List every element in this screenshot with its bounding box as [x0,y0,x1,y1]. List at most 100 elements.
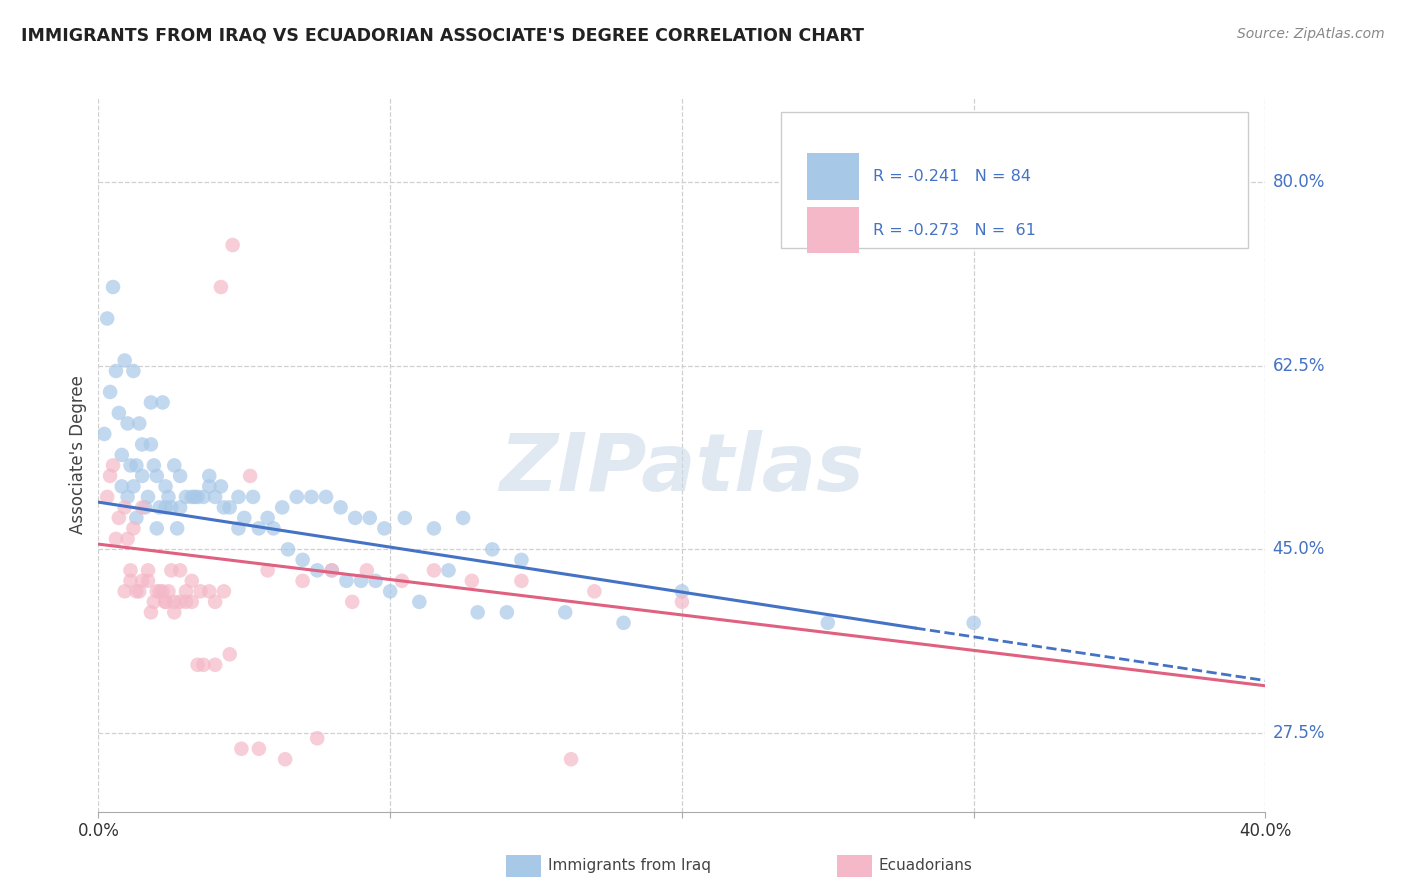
Point [146,469,169,483]
Point [329,500,352,515]
Point [233,511,256,525]
Point [291,553,314,567]
Point [163,458,186,473]
Point [120,563,142,577]
Point [98,469,121,483]
Point [163,605,186,619]
Point [391,574,413,588]
Point [190,584,212,599]
Point [120,458,142,473]
Point [228,521,250,535]
FancyBboxPatch shape [782,112,1249,248]
Point [495,605,517,619]
Point [157,490,180,504]
Point [139,395,162,409]
Text: 45.0%: 45.0% [1272,541,1324,558]
Point [962,615,984,630]
Point [104,364,127,378]
Point [122,479,145,493]
Point [125,458,148,473]
Point [198,584,221,599]
Point [96,490,118,504]
Point [146,584,169,599]
Point [114,584,136,599]
Point [169,469,191,483]
Point [96,311,118,326]
Point [356,563,378,577]
Point [242,490,264,504]
Point [299,490,322,504]
Text: R = -0.273   N =  61: R = -0.273 N = 61 [873,223,1036,237]
Point [131,437,153,451]
Point [125,584,148,599]
Point [169,595,191,609]
Point [101,280,124,294]
Point [277,542,299,557]
Point [218,648,240,662]
Text: Ecuadorians: Ecuadorians [879,858,973,872]
Text: ZIPatlas: ZIPatlas [499,430,865,508]
Point [174,490,197,504]
Point [155,479,177,493]
Point [146,521,169,535]
Point [247,521,270,535]
Point [111,479,134,493]
Text: Source: ZipAtlas.com: Source: ZipAtlas.com [1237,27,1385,41]
Point [209,280,232,294]
Point [136,574,159,588]
Point [583,584,606,599]
Point [307,563,329,577]
Point [187,490,209,504]
Point [212,584,235,599]
Point [193,657,215,672]
Point [131,574,153,588]
Point [315,490,337,504]
Point [209,479,232,493]
Point [394,511,416,525]
Point [149,584,172,599]
Point [139,437,162,451]
Point [136,490,159,504]
Y-axis label: Associate's Degree: Associate's Degree [69,376,87,534]
Point [117,532,139,546]
Point [142,595,165,609]
Point [342,595,364,609]
Point [157,584,180,599]
Point [114,353,136,368]
Point [817,615,839,630]
Point [136,563,159,577]
Point [134,500,156,515]
Point [510,553,533,567]
Point [467,605,489,619]
Point [101,458,124,473]
Point [423,521,446,535]
Point [291,574,314,588]
Point [231,741,253,756]
Point [114,500,136,515]
Point [108,406,131,420]
Point [122,521,145,535]
Point [198,479,221,493]
Point [155,595,177,609]
Point [239,469,262,483]
Point [198,469,221,483]
Point [212,500,235,515]
Text: Immigrants from Iraq: Immigrants from Iraq [548,858,711,872]
Point [125,511,148,525]
FancyBboxPatch shape [807,207,859,253]
Point [117,490,139,504]
Point [461,574,484,588]
Text: 80.0%: 80.0% [1272,173,1324,191]
Point [321,563,343,577]
Point [111,448,134,462]
Text: 27.5%: 27.5% [1272,724,1324,742]
Point [408,595,430,609]
Point [437,563,460,577]
Point [180,490,202,504]
Point [423,563,446,577]
Point [149,500,172,515]
Point [335,574,357,588]
Point [183,490,205,504]
Point [142,458,165,473]
Point [160,563,183,577]
